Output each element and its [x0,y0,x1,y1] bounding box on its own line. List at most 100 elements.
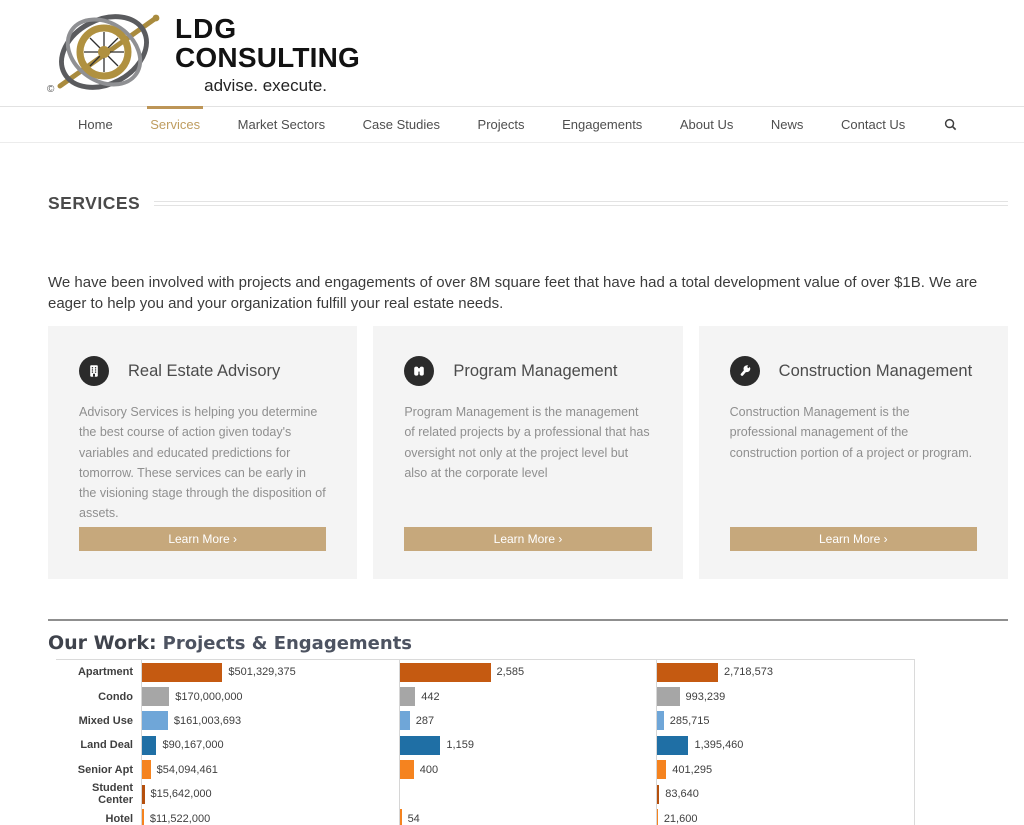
search-icon [944,118,957,131]
our-work-title-strong: Our Work: [48,632,157,654]
card-header: Real Estate Advisory [79,356,326,386]
card-real-estate-advisory: Real Estate Advisory Advisory Services i… [48,326,358,579]
learn-more-button[interactable]: Learn More › [404,527,652,551]
chart-category-label: Student Center [92,782,133,807]
chart-panel: 54 [398,806,657,825]
chart-panel: 400 [398,757,657,782]
chart-bar [657,735,689,755]
card-description: Advisory Services is helping you determi… [79,405,326,521]
chart-value-label: 1,159 [446,739,474,752]
chart-category-label: Mixed Use [78,714,133,727]
wrench-icon [729,356,760,386]
chart-panel: 993,239 [656,684,914,709]
chart-value-label: 285,715 [669,714,710,727]
chart-bar [399,711,410,731]
chart-value-label: 993,239 [685,690,726,703]
chart-panel: $90,167,000 [141,733,399,758]
chart-value-label: 83,640 [665,788,699,801]
chart-value-label: 400 [419,763,439,776]
chart-row: Mixed Use $161,003,693 287 285,715 [56,708,914,734]
chart-panel: 1,159 [398,733,657,758]
nav-item-projects[interactable]: Projects [477,117,525,132]
learn-more-button[interactable]: Learn More › [79,527,327,551]
chart-bar [399,662,491,682]
chart-value-label: $501,329,375 [228,666,296,679]
chart-bar [657,662,719,682]
page-title: SERVICES [48,193,141,213]
card-header: Program Management [404,356,651,386]
chart-bar [142,711,168,731]
chart-value-label: $54,094,461 [156,763,218,776]
chart-bar [142,784,145,804]
chart-panel: 2,585 [398,660,657,685]
chart-row: Student Center $15,642,000 83,640 [56,781,914,807]
chart-panel: 83,640 [656,781,914,807]
chart-row: Land Deal $90,167,000 1,159 1,395,460 [56,733,914,758]
learn-more-button[interactable]: Learn More › [729,527,977,551]
chart-bar [142,760,151,780]
logo-text[interactable]: LDG CONSULTING advise. execute. [175,13,361,96]
chart-category-label: Condo [98,690,133,703]
chart-value-label: 401,295 [672,763,713,776]
chart-value-label: 2,585 [496,666,525,679]
chart-panel: $15,642,000 [141,781,399,807]
chart-bar [399,760,414,780]
chart-panel: $170,000,000 [141,684,399,709]
chart-category-label: Senior Apt [77,763,133,776]
logo-line2: CONSULTING [175,42,361,74]
chart-panel: 401,295 [656,757,914,782]
search-button[interactable] [943,107,958,142]
gyroscope-logo-icon[interactable] [42,2,177,102]
nav-item-contact-us[interactable]: Contact Us [841,117,906,132]
copyright-symbol: © [47,84,55,95]
chart-row: Hotel $11,522,000 54 21,600 [56,806,914,825]
nav-item-market-sectors[interactable]: Market Sectors [237,117,326,132]
chart-bar [657,784,660,804]
chart-bar [142,662,223,682]
nav-item-home[interactable]: Home [78,117,113,132]
card-title: Real Estate Advisory [128,361,281,380]
chart-bar [399,735,441,755]
chart-bar [142,735,157,755]
card-construction-management: Construction Management Construction Man… [698,326,1008,579]
chart-bar [657,760,667,780]
chart-panel: $54,094,461 [141,757,399,782]
chart-panel: $501,329,375 [141,660,399,685]
binoculars-icon [404,356,435,386]
chart-value-label: $90,167,000 [162,739,224,752]
building-icon [79,356,109,386]
nav-item-case-studies[interactable]: Case Studies [362,117,440,132]
chart-bar [399,809,402,825]
card-header: Construction Management [729,356,977,386]
chart-panel: 287 [398,708,657,734]
service-cards: Real Estate Advisory Advisory Services i… [48,326,1008,579]
card-program-management: Program Management Program Management is… [373,326,683,579]
chart-value-label: $11,522,000 [149,812,211,825]
chart-value-label: 21,600 [663,812,698,825]
services-heading-row: SERVICES [48,193,1008,214]
nav-item-news[interactable]: News [770,117,804,132]
chart-row: Apartment $501,329,375 2,585 2,718,573 [56,660,914,685]
chart-value-label: $161,003,693 [173,714,242,727]
chart-category-label: Hotel [105,812,134,825]
nav-item-engagements[interactable]: Engagements [562,117,643,132]
chart-value-label: $15,642,000 [150,788,212,801]
chart-value-label: 54 [407,812,420,825]
chart-value-label: 287 [415,714,435,727]
nav-item-services[interactable]: Services [147,106,203,142]
our-work-title-light: Projects & Engagements [162,633,413,654]
card-title: Program Management [453,361,618,380]
chart-panel: 442 [398,684,657,709]
chart-panel: 285,715 [656,708,914,734]
logo-line1: LDG [175,13,238,44]
card-description: Program Management is the management of … [404,405,650,480]
our-work-chart: Apartment $501,329,375 2,585 2,718,573 Condo… [56,659,915,825]
chart-bar [657,711,664,731]
chart-value-label: 1,395,460 [694,739,744,752]
chart-row: Condo $170,000,000 442 993,239 [56,684,914,709]
chart-value-label: $170,000,000 [175,690,243,703]
chart-value-label: 2,718,573 [724,666,773,679]
chart-category-label: Apartment [77,666,133,679]
chart-panel [398,781,657,807]
nav-item-about-us[interactable]: About Us [679,117,734,132]
